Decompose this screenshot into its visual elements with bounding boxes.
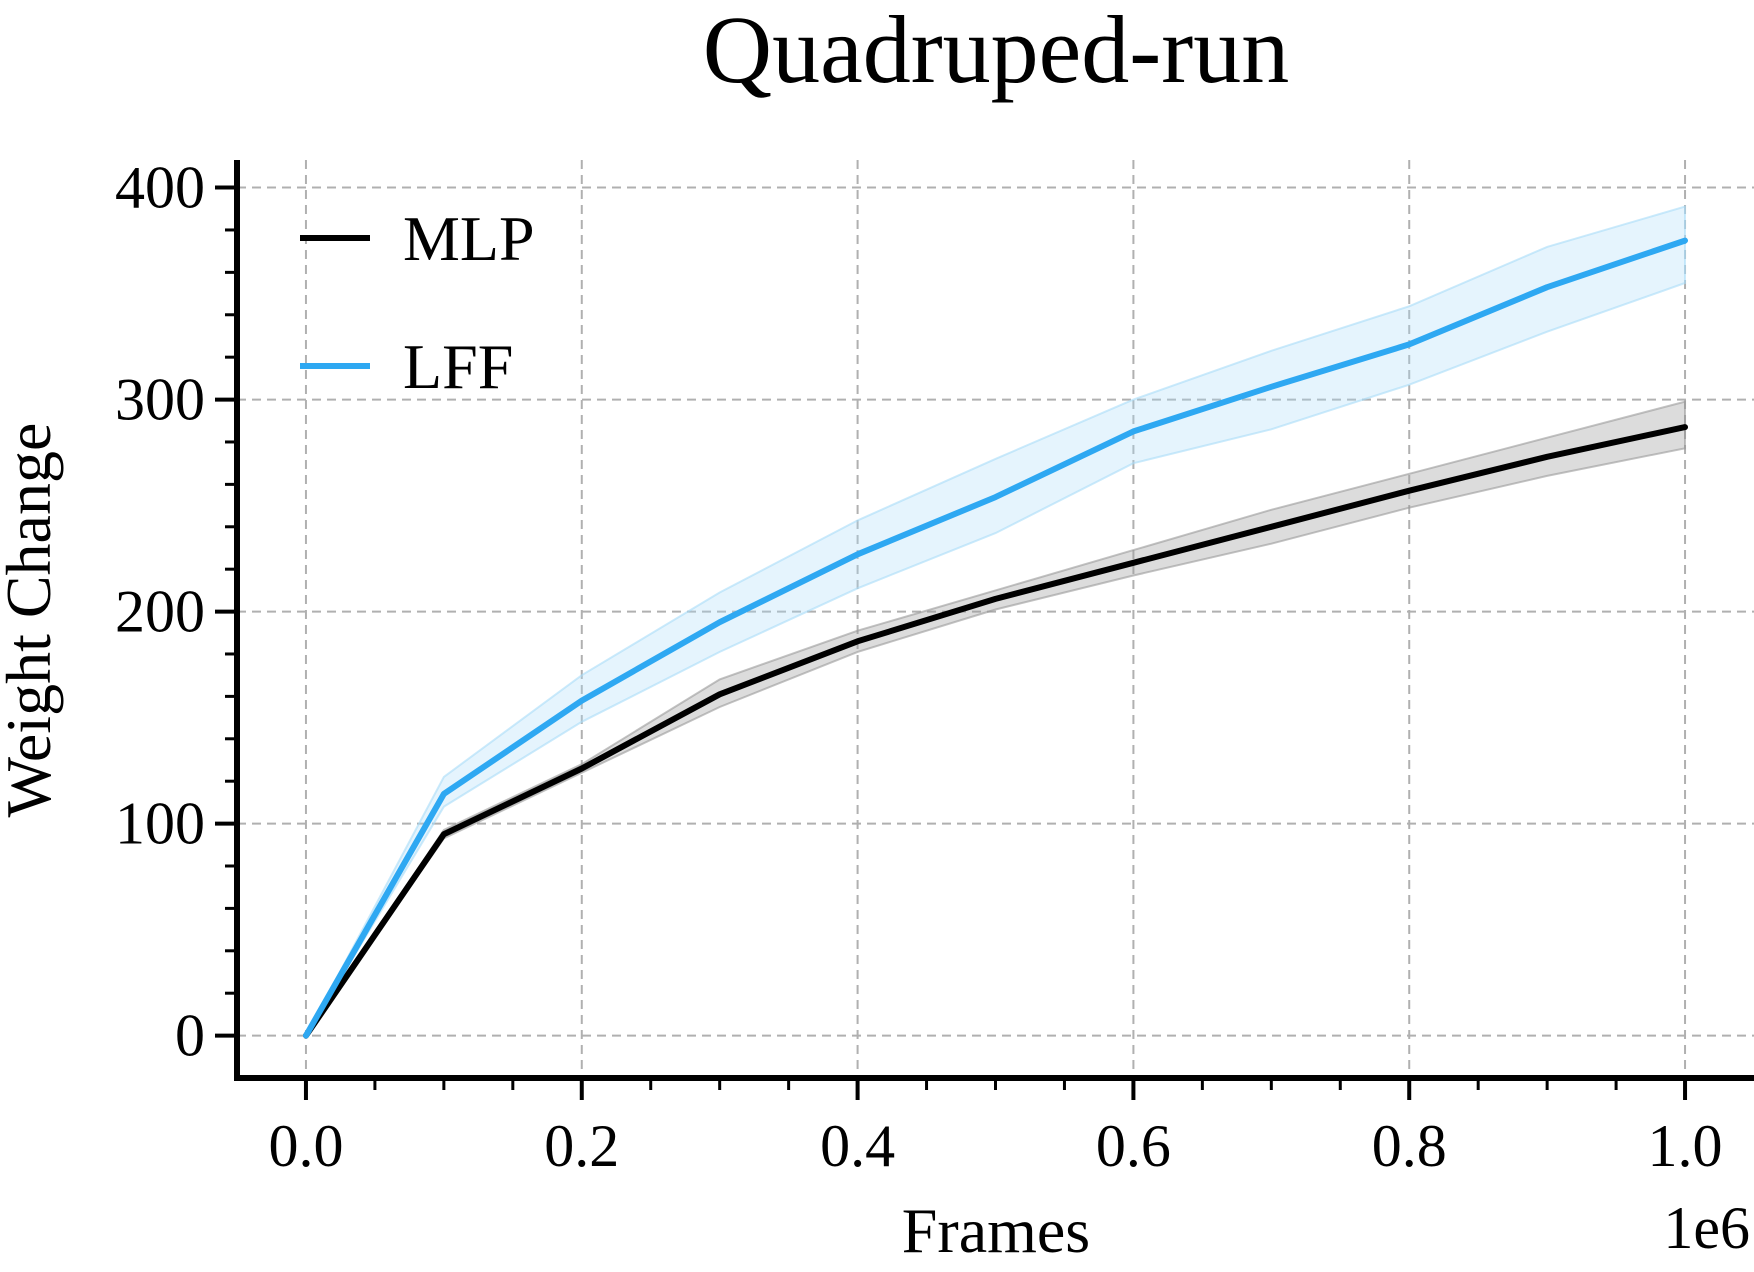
y-tick-label-4: 400 [115, 155, 205, 221]
x-axis-label: Frames [902, 1195, 1090, 1266]
grid [237, 160, 1754, 1078]
tick-labels: 0.0 0.2 0.4 0.6 0.8 1.0 0 100 200 300 400 [115, 155, 1723, 1179]
legend: MLP LFF [300, 203, 535, 402]
x-tick-label-1: 0.2 [544, 1113, 619, 1179]
x-tick-label-2: 0.4 [820, 1113, 895, 1179]
x-axis-offset-label: 1e6 [1663, 1195, 1750, 1261]
x-tick-label-4: 0.8 [1372, 1113, 1447, 1179]
x-tick-label-0: 0.0 [268, 1113, 343, 1179]
x-tick-label-5: 1.0 [1648, 1113, 1723, 1179]
legend-label-mlp: MLP [403, 203, 535, 274]
series-lines [303, 237, 1688, 1039]
y-tick-label-0: 0 [175, 1003, 205, 1069]
x-tick-label-3: 0.6 [1096, 1113, 1171, 1179]
chart-title: Quadruped-run [703, 0, 1289, 103]
y-tick-label-2: 200 [115, 579, 205, 645]
y-axis-label: Weight Change [0, 423, 64, 818]
y-tick-label-1: 100 [115, 791, 205, 857]
axes [215, 160, 1754, 1100]
y-tick-label-3: 300 [115, 367, 205, 433]
legend-label-lff: LFF [403, 331, 513, 402]
